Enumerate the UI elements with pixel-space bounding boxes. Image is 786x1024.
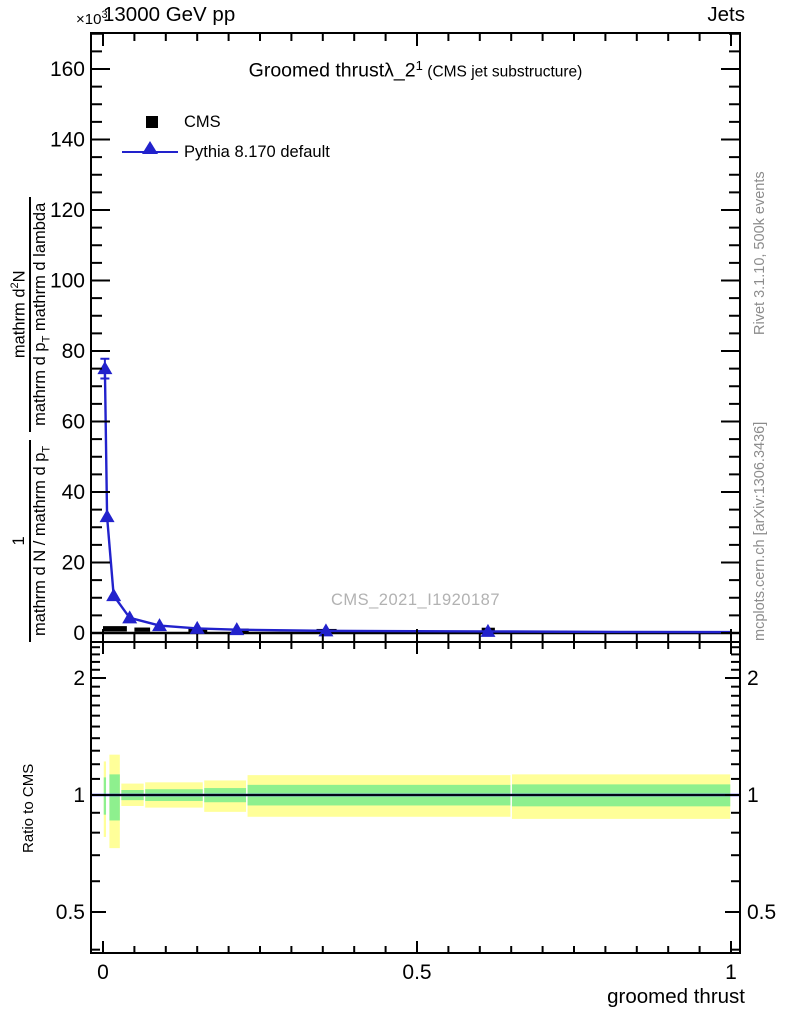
ratio-band-inner (109, 774, 120, 821)
x-tick-label: 0 (97, 961, 109, 984)
ratio-y-tick-label-right: 2 (747, 667, 759, 690)
pythia-triangle-marker (229, 622, 245, 636)
main-y-tick-label: 60 (62, 411, 85, 434)
pythia-curve (103, 368, 732, 634)
main-y-tick-label: 80 (62, 340, 85, 363)
pythia-triangle-marker (122, 610, 138, 624)
legend-cms-square-icon (146, 116, 158, 128)
ratio-y-tick-label-right: 0.5 (747, 901, 776, 924)
ratio-y-tick-label-left: 1 (73, 784, 85, 807)
main-y-tick-label: 160 (50, 58, 85, 81)
x-tick-label: 1 (725, 961, 737, 984)
multiplier-exponent: 3 (101, 9, 108, 21)
pythia-triangle-marker (152, 618, 168, 632)
legend-cms-label: CMS (184, 113, 221, 131)
pythia-triangle-marker (318, 623, 334, 637)
legend-pythia-label: Pythia 8.170 default (184, 143, 330, 161)
beam-energy-title: 13000 GeV pp (103, 3, 236, 26)
multiplier-base: ×10 (76, 11, 102, 28)
main-y-tick-label: 0 (73, 622, 85, 645)
plot-title: Groomed thrustλ_21 (CMS jet substructure… (91, 58, 740, 82)
cms-data-box (134, 627, 151, 632)
plot-title-main: Groomed thrust (248, 59, 385, 82)
main-y-tick-label: 100 (50, 270, 85, 293)
main-y-tick-label: 120 (50, 199, 85, 222)
ratio-y-tick-label-right: 1 (747, 784, 759, 807)
x-axis-label: groomed thrust (607, 985, 745, 1008)
main-y-tick-label: 20 (62, 552, 85, 575)
plot-title-superscript: 1 (415, 58, 423, 73)
main-y-tick-label: 40 (62, 481, 85, 504)
main-panel-frame (90, 32, 741, 643)
ratio-y-tick-label-left: 0.5 (56, 901, 85, 924)
pythia-triangle-marker (189, 620, 205, 634)
pythia-triangle-marker (106, 588, 122, 602)
cms-data-box (103, 626, 127, 632)
pythia-triangle-marker (97, 361, 113, 375)
analysis-topright-title: Jets (707, 3, 745, 26)
legend-pythia-triangle-icon (142, 141, 158, 154)
plot-title-lambda: λ_2 (384, 59, 416, 82)
main-y-tick-label: 140 (50, 129, 85, 152)
pythia-triangle-marker (99, 509, 115, 523)
plot-title-note: (CMS jet substructure) (427, 63, 583, 81)
ratio-panel-frame (90, 641, 741, 954)
x-tick-label: 0.5 (402, 961, 431, 984)
watermark-analysis-id: CMS_2021_I1920187 (330, 591, 501, 609)
y-axis-multiplier: ×103 (76, 9, 108, 28)
pythia-triangle-marker (480, 623, 496, 637)
ratio-y-tick-label-left: 2 (73, 667, 85, 690)
